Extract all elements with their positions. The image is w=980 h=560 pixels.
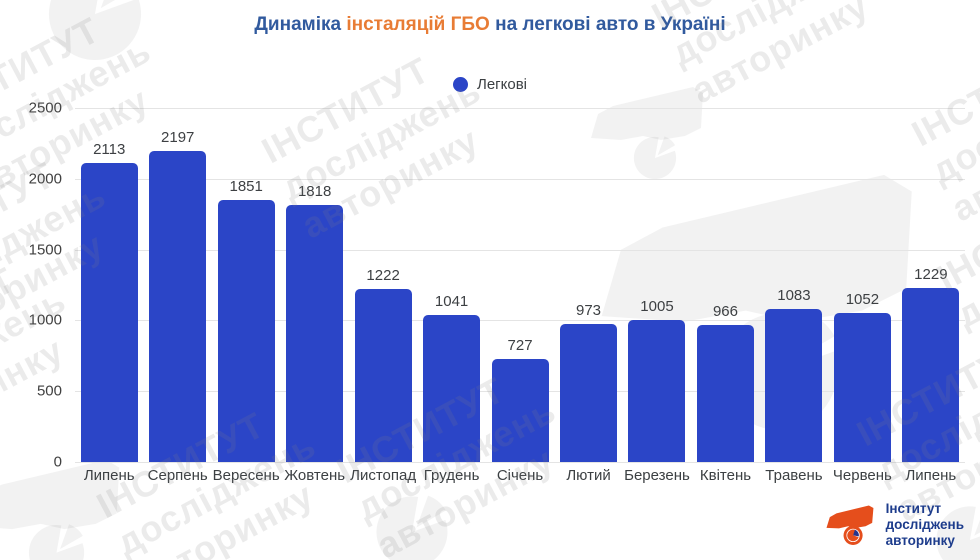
- bar-column: 1229: [897, 108, 965, 462]
- bar-value-label: 1222: [366, 267, 400, 284]
- x-tick-label-0: Липень: [83, 467, 135, 484]
- gridline-1000: [75, 320, 965, 322]
- x-tick-label-2: Вересень: [212, 467, 280, 484]
- bar-column: 1818: [280, 108, 348, 462]
- bar-Липень-0[interactable]: [80, 162, 138, 462]
- bar-Березень-8[interactable]: [628, 319, 686, 462]
- bar-column: 1222: [349, 108, 417, 462]
- watermark-line: авторинку: [969, 246, 980, 374]
- bar-Жовтень-3[interactable]: [286, 204, 344, 462]
- gridline-0: [75, 462, 965, 463]
- y-tick-label-2500: 2500: [28, 99, 62, 117]
- brand-logo-text: Інститут досліджень авторинку: [886, 501, 964, 549]
- bar-Січень-6[interactable]: [491, 359, 549, 462]
- bar-Грудень-5[interactable]: [423, 314, 481, 462]
- x-tick-label-3: Жовтень: [284, 467, 346, 484]
- gridline-2500: [75, 108, 965, 109]
- bar-value-label: 727: [507, 337, 533, 355]
- y-tick-label-1000: 1000: [28, 311, 62, 329]
- y-tick-label-500: 500: [36, 382, 62, 400]
- bar-value-label: 1005: [640, 297, 674, 315]
- car-pie-logo-icon: [826, 505, 874, 545]
- x-tick-label-1: Серпень: [147, 467, 208, 484]
- x-tick-label-12: Липень: [905, 467, 957, 484]
- bar-value-label: 1818: [297, 182, 332, 200]
- plot-area: 2113 2197 1851 1818 1222 1041 727 973 1005 966 108…: [75, 108, 965, 463]
- x-tick-label-5: Грудень: [423, 467, 480, 484]
- bar-value-label: 1229: [914, 266, 948, 283]
- legend-color-dot: [452, 77, 468, 92]
- bar-column: 1052: [828, 108, 896, 462]
- x-tick-label-9: Квітень: [699, 467, 752, 484]
- bar-Квітень-9[interactable]: [696, 325, 754, 462]
- brand-logo[interactable]: Інститут досліджень авторинку: [824, 498, 964, 552]
- y-tick-label-0: 0: [53, 453, 62, 471]
- bar-column: 1851: [212, 108, 280, 462]
- title-part-2: на легкові авто в Україні: [489, 14, 726, 35]
- bar-value-label: 1041: [434, 292, 469, 310]
- bar-Червень-11[interactable]: [833, 313, 891, 462]
- bar-value-label: 1052: [845, 291, 880, 308]
- bar-column: 973: [554, 108, 622, 462]
- legend-series-label: Легкові: [476, 76, 528, 93]
- bar-value-label: 966: [712, 303, 738, 321]
- x-tick-label-10: Травень: [765, 467, 823, 484]
- bar-Липень-12[interactable]: [902, 288, 960, 462]
- brand-line-1: Інститут: [885, 501, 942, 517]
- bar-column: 1005: [623, 108, 691, 462]
- bar-Лютий-7[interactable]: [560, 324, 618, 462]
- bar-value-label: 2113: [93, 140, 126, 158]
- ghost-car-logo-icon: [0, 448, 135, 560]
- bar-Серпень-1[interactable]: [149, 150, 207, 462]
- y-tick-label-2000: 2000: [28, 170, 62, 188]
- brand-line-2: досліджень: [885, 517, 964, 533]
- gridline-1500: [75, 249, 965, 251]
- x-tick-label-4: Листопад: [350, 467, 417, 484]
- bar-value-label: 973: [576, 302, 602, 320]
- chart-title: Динаміка інсталяцій ГБО на легкові авто …: [0, 14, 980, 36]
- bar-column: 1083: [760, 108, 828, 462]
- x-tick-label-6: Січень: [496, 467, 544, 484]
- y-tick-label-1500: 1500: [28, 241, 62, 259]
- bar-column: 2197: [143, 108, 211, 462]
- bar-series: 2113 2197 1851 1818 1222 1041 727 973 1005 966 108…: [75, 108, 965, 462]
- bar-column: 1041: [417, 108, 485, 462]
- title-highlight: інсталяцій ГБО: [346, 14, 490, 35]
- title-part-1: Динаміка: [254, 14, 347, 35]
- bar-value-label: 1083: [777, 286, 811, 304]
- x-tick-label-7: Лютий: [566, 467, 611, 484]
- chart-legend[interactable]: Легкові: [0, 76, 980, 93]
- brand-line-3: авторинку: [885, 532, 955, 548]
- x-tick-label-11: Червень: [832, 467, 892, 484]
- x-tick-label-8: Березень: [624, 467, 690, 484]
- bar-Вересень-2[interactable]: [217, 199, 275, 462]
- bar-column: 966: [691, 108, 759, 462]
- x-axis: Липень Серпень Вересень Жовтень Листопад Груд…: [75, 467, 965, 484]
- bar-column: 727: [486, 108, 554, 462]
- bar-column: 2113: [75, 108, 143, 462]
- bar-value-label: 1851: [229, 177, 263, 195]
- ghost-pie-logo-icon: [375, 495, 449, 560]
- gridline-2000: [75, 178, 965, 180]
- bar-Травень-10[interactable]: [765, 308, 823, 462]
- y-axis: 0 500 1000 1500 2000 2500: [0, 100, 62, 471]
- bar-value-label: 2197: [161, 128, 195, 146]
- bar-Листопад-4[interactable]: [354, 289, 412, 462]
- watermark-line: досліджень: [664, 0, 878, 74]
